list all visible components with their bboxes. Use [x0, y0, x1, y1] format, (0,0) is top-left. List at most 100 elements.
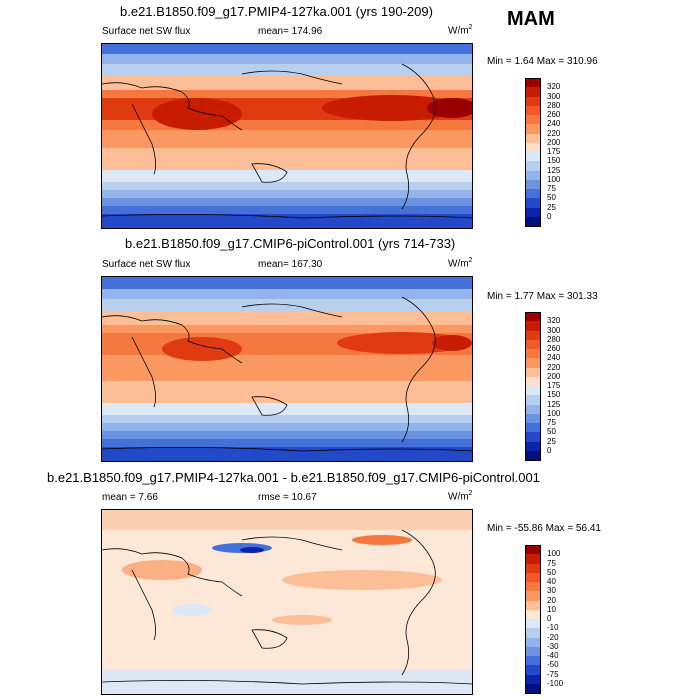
panel-3-minmax: Min = -55.86 Max = 56.41	[487, 523, 601, 534]
colorbar-box	[525, 105, 541, 116]
colorbar-tick-label: 50	[547, 567, 556, 577]
colorbar-box	[525, 656, 541, 666]
colorbar-box	[525, 646, 541, 657]
colorbar-box	[525, 609, 541, 620]
colorbar-tick-label: 175	[547, 147, 561, 156]
panel-2-mean-label: mean= 167.30	[258, 259, 323, 270]
panel-2-title: b.e21.B1850.f09_g17.CMIP6-piControl.001 …	[125, 236, 456, 251]
panel-1-mean-label: mean= 174.96	[258, 26, 323, 37]
colorbar-box	[525, 386, 541, 396]
colorbar-tick-label: 75	[547, 184, 556, 193]
colorbar-box	[525, 554, 541, 564]
colorbar-tick-label: 150	[547, 390, 561, 400]
colorbar-tick-label: -75	[547, 669, 559, 679]
colorbar-tick-label: -20	[547, 632, 559, 642]
colorbar-box	[525, 432, 541, 442]
colorbar-box	[525, 582, 541, 592]
colorbar-tick-label: 75	[547, 558, 556, 568]
colorbar-tick-label: 300	[547, 91, 561, 101]
colorbar-box	[525, 423, 541, 433]
colorbar-box	[525, 179, 541, 190]
colorbar-box	[525, 450, 541, 461]
colorbar-tick-label: 300	[547, 325, 561, 335]
panel-1-colorbar: 320 300 280 260 240 220 200 175 150 125 100 75 50 25 0	[525, 78, 585, 227]
colorbar-box	[525, 87, 541, 97]
colorbar-box	[525, 161, 541, 171]
colorbar-box	[525, 572, 541, 583]
colorbar-box	[525, 207, 541, 218]
colorbar-tick-label: -50	[547, 660, 559, 670]
colorbar-box	[525, 441, 541, 452]
colorbar-tick-label: 320	[547, 316, 561, 326]
panel-2-colorbar: 320 300 280 260 240 220 200 175 150 125 100 75 50 25 0	[525, 312, 585, 461]
panel-3-colorbar: 100 75 50 40 30 20 10 0 -10 -20 -30 -40 -50 -75 -100	[525, 545, 585, 694]
colorbar-tick-label: 100	[547, 549, 561, 559]
colorbar-tick-label: -100	[547, 678, 564, 688]
panel-1-minmax: Min = 1.64 Max = 310.96	[487, 56, 598, 67]
colorbar-tick-label: 260	[547, 110, 561, 119]
colorbar-tick-label: 240	[547, 353, 561, 363]
colorbar-tick-label: -40	[547, 651, 559, 660]
colorbar-tick-label: 200	[547, 137, 561, 147]
panel-3-rmse-label: rmse = 10.67	[258, 492, 317, 503]
colorbar-box	[525, 591, 541, 601]
colorbar-box	[525, 545, 541, 555]
colorbar-box	[525, 349, 541, 359]
colorbar-box	[525, 124, 541, 134]
colorbar-tick-label: 0	[547, 614, 552, 623]
colorbar-tick-label: 0	[547, 445, 552, 455]
colorbar-tick-label: 20	[547, 595, 556, 605]
colorbar-tick-label: 200	[547, 371, 561, 381]
colorbar-tick-label: 75	[547, 418, 556, 427]
panel-3-mean-label: mean = 7.66	[102, 492, 158, 503]
colorbar-tick-label: 260	[547, 344, 561, 353]
colorbar-tick-label: 240	[547, 119, 561, 129]
colorbar-box	[525, 683, 541, 694]
colorbar-box	[525, 619, 541, 629]
colorbar-box	[525, 665, 541, 675]
colorbar-tick-label: 125	[547, 165, 561, 175]
colorbar-tick-label: 220	[547, 362, 561, 372]
colorbar-tick-label: 50	[547, 193, 556, 203]
panel-1-title: b.e21.B1850.f09_g17.PMIP4-127ka.001 (yrs…	[120, 4, 433, 19]
colorbar-tick-label: 0	[547, 211, 552, 221]
colorbar-tick-label: 10	[547, 604, 556, 614]
colorbar-tick-label: -10	[547, 623, 559, 633]
colorbar-box	[525, 78, 541, 88]
colorbar-tick-label: 25	[547, 202, 556, 212]
colorbar-tick-label: 100	[547, 408, 561, 418]
panel-1-units: W/m2	[448, 24, 473, 37]
colorbar-box	[525, 189, 541, 199]
panel-3-units: W/m2	[448, 490, 473, 503]
colorbar-box	[525, 170, 541, 181]
colorbar-box	[525, 367, 541, 378]
panel-1-map	[101, 43, 473, 229]
colorbar-tick-label: 280	[547, 334, 561, 344]
colorbar-box	[525, 133, 541, 144]
colorbar-box	[525, 563, 541, 574]
colorbar-box	[525, 321, 541, 331]
season-label: MAM	[507, 8, 555, 30]
colorbar-tick-label: 175	[547, 381, 561, 390]
colorbar-box	[525, 637, 541, 648]
colorbar-box	[525, 628, 541, 638]
colorbar-tick-label: 220	[547, 128, 561, 138]
colorbar-box	[525, 142, 541, 153]
panel-3-title: b.e21.B1850.f09_g17.PMIP4-127ka.001 - b.…	[47, 470, 540, 485]
panel-2-minmax: Min = 1.77 Max = 301.33	[487, 291, 598, 302]
colorbar-box	[525, 358, 541, 368]
colorbar-tick-label: 125	[547, 399, 561, 409]
colorbar-box	[525, 330, 541, 341]
panel-2-map	[101, 276, 473, 462]
colorbar-tick-label: 50	[547, 427, 556, 437]
colorbar-box	[525, 404, 541, 415]
colorbar-tick-label: 150	[547, 156, 561, 166]
colorbar-tick-label: 320	[547, 82, 561, 92]
panel-3-map	[101, 509, 473, 695]
colorbar-tick-label: 25	[547, 436, 556, 446]
colorbar-box	[525, 413, 541, 424]
panel-2-variable-label: Surface net SW flux	[102, 259, 191, 270]
colorbar-box	[525, 395, 541, 405]
colorbar-box	[525, 96, 541, 107]
colorbar-box	[525, 198, 541, 208]
